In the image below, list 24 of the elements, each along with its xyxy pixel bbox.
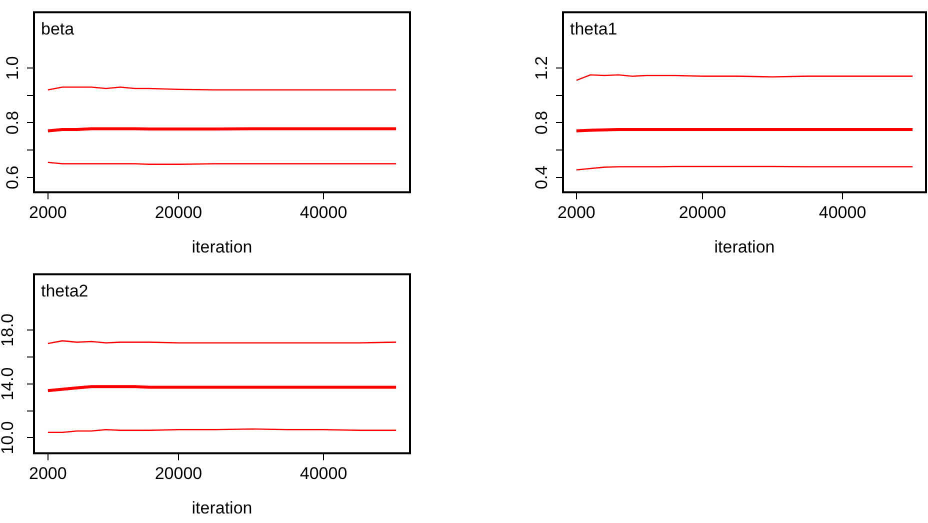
chart-title: beta — [41, 19, 75, 38]
y-tick-label: 0.8 — [532, 110, 551, 135]
y-tick-label: 1.2 — [532, 56, 551, 80]
y-tick-label: 10.0 — [0, 421, 18, 454]
x-tick-label: 20000 — [154, 203, 202, 222]
y-tick-label: 1.0 — [2, 56, 22, 80]
x-tick-label: 40000 — [300, 203, 348, 222]
y-tick-label: 0.6 — [2, 166, 22, 190]
x-tick-label: 40000 — [300, 464, 348, 484]
chart-title: theta1 — [570, 19, 618, 38]
x-axis-title: iteration — [192, 237, 252, 256]
y-tick-label: 0.4 — [532, 166, 551, 190]
x-axis-title: iteration — [714, 237, 775, 256]
x-tick-label: 2000 — [29, 203, 67, 222]
y-tick-label: 14.0 — [0, 367, 18, 400]
x-tick-label: 2000 — [558, 203, 596, 222]
x-tick-label: 20000 — [154, 464, 202, 484]
y-tick-label: 0.8 — [2, 110, 22, 135]
x-tick-label: 40000 — [818, 203, 866, 222]
x-tick-label: 2000 — [29, 464, 67, 484]
y-tick-label: 18.0 — [0, 314, 18, 347]
chart-title: theta2 — [41, 281, 88, 300]
x-tick-label: 20000 — [678, 203, 726, 222]
x-axis-title: iteration — [192, 498, 252, 518]
